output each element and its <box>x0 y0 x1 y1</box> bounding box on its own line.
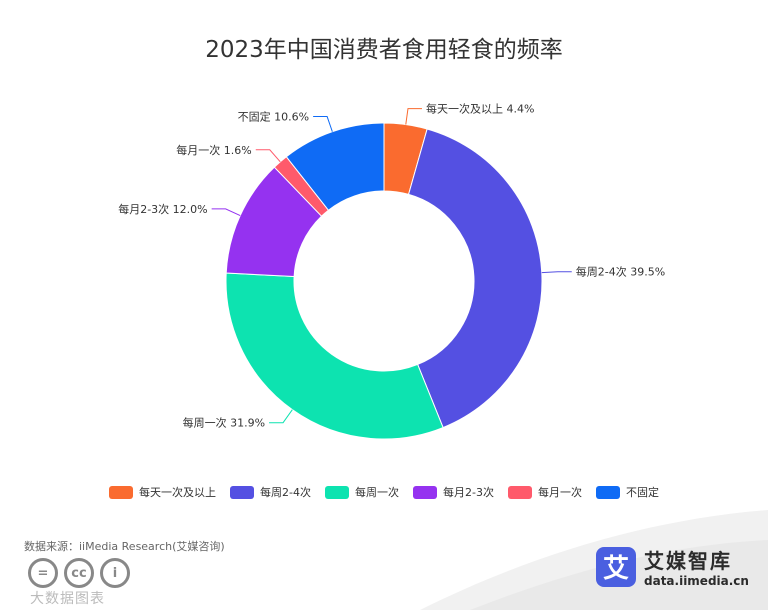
license-badges: = cc i <box>28 558 130 588</box>
watermark: 大数据图表 <box>30 591 105 607</box>
donut-slice-1[interactable] <box>407 128 543 429</box>
brand-logo-icon: 艾 <box>596 546 636 587</box>
slice-label-5: 不固定 10.6% <box>238 110 309 124</box>
legend-swatch <box>325 485 349 499</box>
equals-icon: = <box>28 558 58 588</box>
label-leader-5 <box>313 116 333 132</box>
brand-text: 艾媒智库 data.iimedia.cn <box>644 545 749 588</box>
slice-label-2: 每周一次 31.9% <box>183 416 265 430</box>
legend-item-0[interactable]: 每天一次及以上 <box>109 484 216 500</box>
legend-item-3[interactable]: 每月2-3次 <box>413 484 494 500</box>
legend-label: 每月2-3次 <box>443 486 494 499</box>
donut-slice-5[interactable] <box>285 122 385 211</box>
legend-label: 每月一次 <box>537 486 582 499</box>
slice-label-1: 每周2-4次 39.5% <box>576 265 665 279</box>
label-leader-2 <box>269 409 293 424</box>
chart-title: 2023年中国消费者食用轻食的频率 <box>205 37 563 63</box>
legend-label: 每天一次及以上 <box>139 486 217 499</box>
legend-swatch <box>230 485 255 499</box>
legend-swatch <box>109 485 134 499</box>
legend-swatch <box>507 485 532 499</box>
cc-icon: cc <box>64 558 94 588</box>
label-leader-1 <box>541 271 572 274</box>
brand-url: data.iimedia.cn <box>644 574 749 588</box>
legend-label: 不固定 <box>625 486 659 499</box>
slice-label-3: 每月2-3次 12.0% <box>118 202 207 216</box>
legend-label: 每周2-4次 <box>260 486 311 499</box>
data-source-note: 数据来源：iiMedia Research(艾媒咨询) <box>24 540 225 553</box>
label-leader-3 <box>211 208 241 216</box>
legend-item-4[interactable]: 每月一次 <box>507 484 582 500</box>
legend-swatch <box>413 485 437 499</box>
legend-item-5[interactable]: 不固定 <box>595 484 659 500</box>
brand-block[interactable]: 艾 艾媒智库 data.iimedia.cn <box>596 545 749 588</box>
legend-item-2[interactable]: 每周一次 <box>325 484 399 500</box>
label-leader-0 <box>405 108 422 125</box>
legend-swatch <box>595 485 620 499</box>
brand-name: 艾媒智库 <box>644 549 732 573</box>
slice-label-4: 每月一次 1.6% <box>176 143 251 157</box>
chart-legend: 每天一次及以上 每周2-4次 每周一次 每月2-3次 每月一次 不固定 <box>0 484 768 500</box>
legend-label: 每周一次 <box>355 486 399 499</box>
person-icon: i <box>100 558 130 588</box>
label-leader-4 <box>255 149 281 163</box>
donut-slice-2[interactable] <box>225 272 444 440</box>
slice-label-0: 每天一次及以上 4.4% <box>426 102 534 116</box>
legend-item-1[interactable]: 每周2-4次 <box>230 484 311 500</box>
